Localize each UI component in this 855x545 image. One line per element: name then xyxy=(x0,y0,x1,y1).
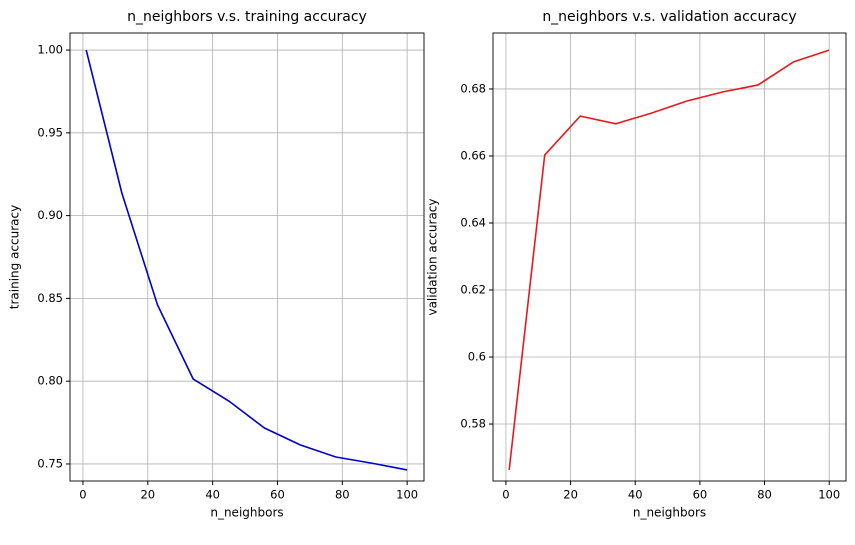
x-tick-label: 20 xyxy=(140,488,155,502)
x-tick-label: 40 xyxy=(628,488,643,502)
x-tick-label: 20 xyxy=(563,488,578,502)
y-tick-label: 0.64 xyxy=(460,215,486,229)
data-line xyxy=(85,49,408,471)
axes-frame xyxy=(69,32,425,482)
y-tick-label: 0.58 xyxy=(460,417,486,431)
x-tick-label: 80 xyxy=(335,488,350,502)
y-tick-label: 0.6 xyxy=(468,350,486,364)
y-tick-label: 1.00 xyxy=(37,43,63,57)
subplot: 0 20 40 60 80 100 0.75 0.80 0.85 0.90 0.95 1.00 n_ne… xyxy=(8,9,425,520)
y-tick-label: 0.95 xyxy=(37,125,63,139)
x-tick-label: 40 xyxy=(205,488,220,502)
chart-title: n_neighbors v.s. training accuracy xyxy=(127,9,367,25)
y-tick-label: 0.90 xyxy=(37,208,63,222)
chart-title: n_neighbors v.s. validation accuracy xyxy=(542,9,796,25)
x-tick-label: 0 xyxy=(79,488,86,502)
subplot: 0 20 40 60 80 100 0.58 0.6 0.62 0.64 0.66 0.68 n_nei… xyxy=(426,9,847,520)
x-tick-label: 60 xyxy=(693,488,708,502)
y-tick-label: 0.66 xyxy=(460,148,486,162)
y-tick-label: 0.68 xyxy=(460,81,486,95)
x-axis-label: n_neighbors xyxy=(633,506,706,520)
y-tick-label: 0.75 xyxy=(37,456,63,470)
x-tick-label: 100 xyxy=(818,488,840,502)
data-line xyxy=(508,49,830,471)
y-axis-label: validation accuracy xyxy=(426,198,440,315)
x-tick-label: 80 xyxy=(757,488,772,502)
axes-frame xyxy=(492,32,847,482)
y-tick-label: 0.80 xyxy=(37,374,63,388)
y-tick-label: 0.85 xyxy=(37,291,63,305)
x-tick-label: 100 xyxy=(396,488,418,502)
y-tick-label: 0.62 xyxy=(460,283,486,297)
x-tick-label: 0 xyxy=(502,488,509,502)
x-axis-label: n_neighbors xyxy=(210,506,283,520)
y-axis-label: training accuracy xyxy=(8,205,22,309)
x-tick-label: 60 xyxy=(270,488,285,502)
